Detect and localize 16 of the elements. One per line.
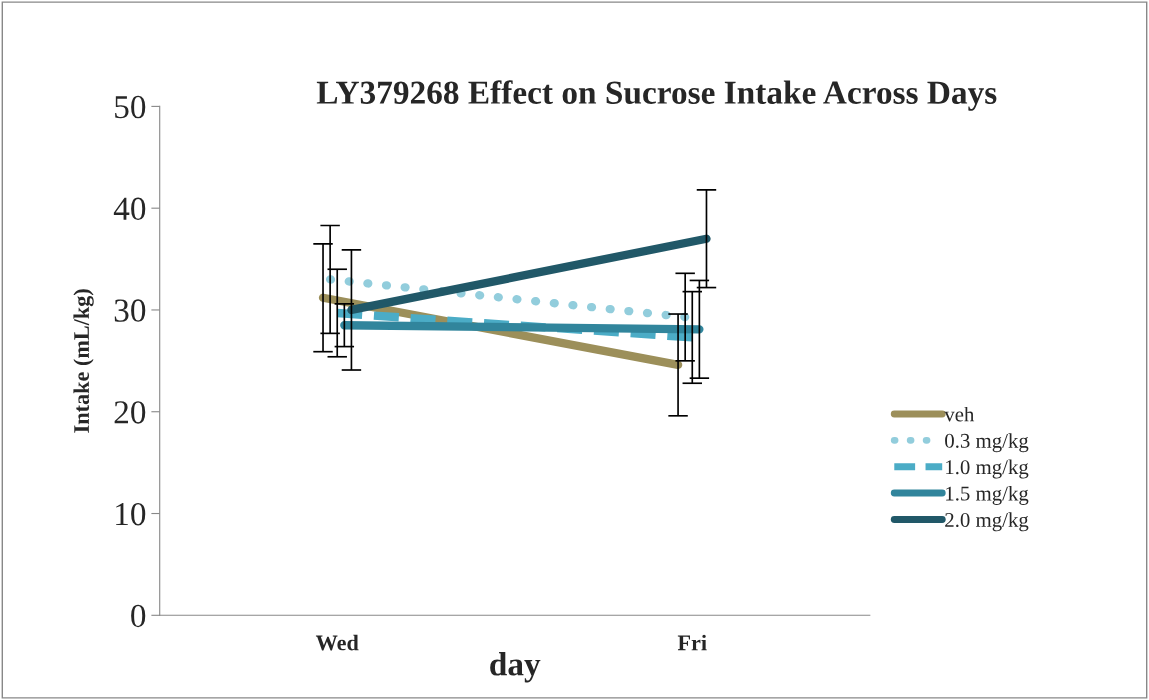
legend-label: 2.0 mg/kg xyxy=(945,512,1029,532)
x-tick-label: Wed xyxy=(315,634,359,651)
chart-title: LY379268 Effect on Sucrose Intake Across Days xyxy=(316,80,997,111)
y-tick-label: 40 xyxy=(113,197,146,221)
x-axis-title: day xyxy=(490,652,541,683)
y-tick-label: 0 xyxy=(131,604,146,628)
y-axis-title: Intake (mL/kg) xyxy=(73,289,94,433)
legend-label: 1.0 mg/kg xyxy=(946,459,1029,479)
legend-label: 1.5 mg/kg xyxy=(946,485,1029,505)
legend-label: 0.3 mg/kg xyxy=(945,433,1029,453)
y-tick-label: 30 xyxy=(114,299,146,322)
y-tick-label: 20 xyxy=(114,401,146,424)
y-tick-label: 50 xyxy=(115,95,146,119)
y-tick-label: 10 xyxy=(116,502,146,526)
x-tick-label: Fri xyxy=(677,634,707,651)
legend-label: veh xyxy=(944,406,975,422)
